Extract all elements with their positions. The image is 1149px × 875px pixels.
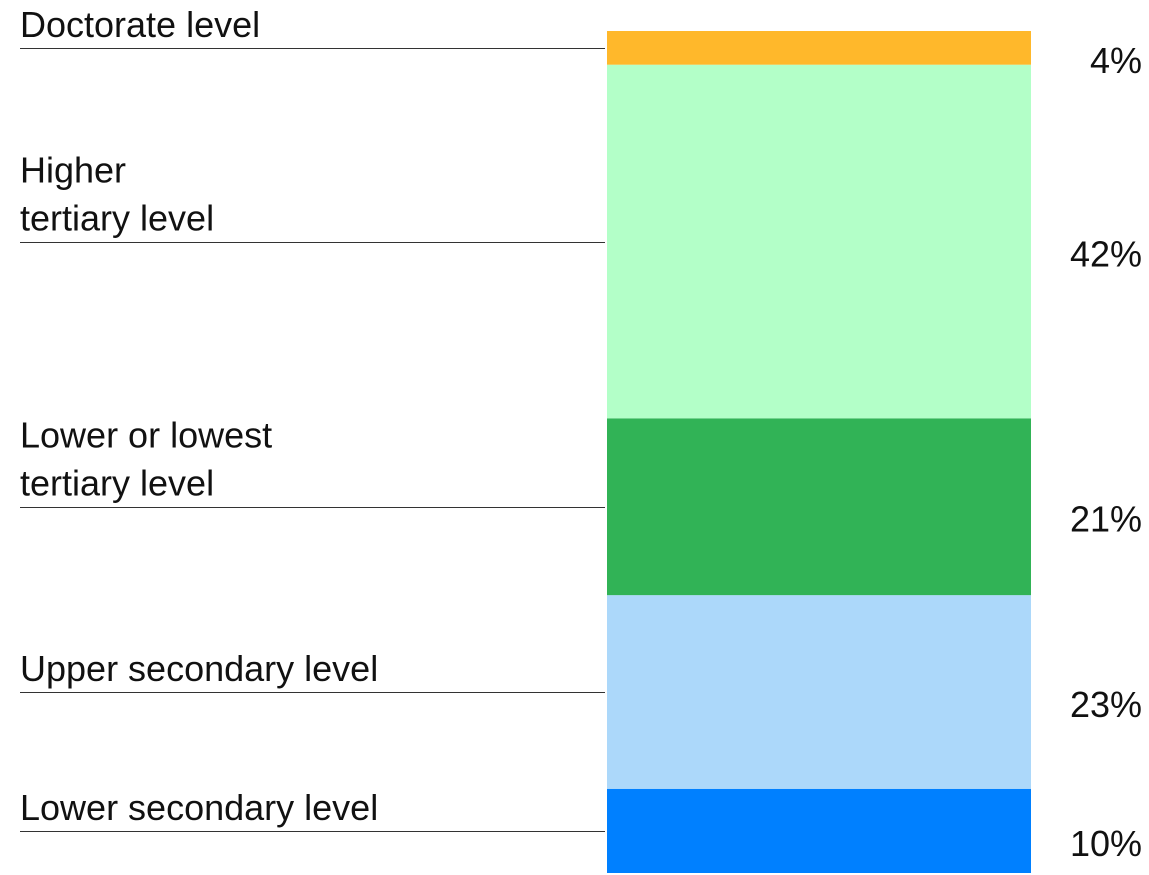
category-label: Lower secondary level	[20, 787, 378, 828]
leader-lines	[20, 48, 605, 832]
bar-segments	[607, 31, 1031, 873]
value-label: 10%	[1070, 823, 1142, 864]
bar-segment	[607, 788, 1031, 873]
bar-segment	[607, 64, 1031, 419]
bar-segment	[607, 418, 1031, 596]
category-label: tertiary level	[20, 198, 214, 239]
value-label: 23%	[1070, 684, 1142, 725]
value-label: 4%	[1090, 40, 1142, 81]
value-label: 42%	[1070, 234, 1142, 275]
value-label: 21%	[1070, 499, 1142, 540]
category-label: Higher	[20, 150, 126, 191]
category-label: tertiary level	[20, 463, 214, 504]
category-labels: Lower secondary level Upper secondary lev…	[20, 4, 378, 828]
category-label: Lower or lowest	[20, 415, 272, 456]
bar-segment	[607, 595, 1031, 789]
bar-segment	[607, 31, 1031, 65]
category-label: Doctorate level	[20, 4, 260, 45]
value-labels: 10% 23% 21% 42% 4%	[1070, 40, 1142, 864]
category-label: Upper secondary level	[20, 648, 378, 689]
